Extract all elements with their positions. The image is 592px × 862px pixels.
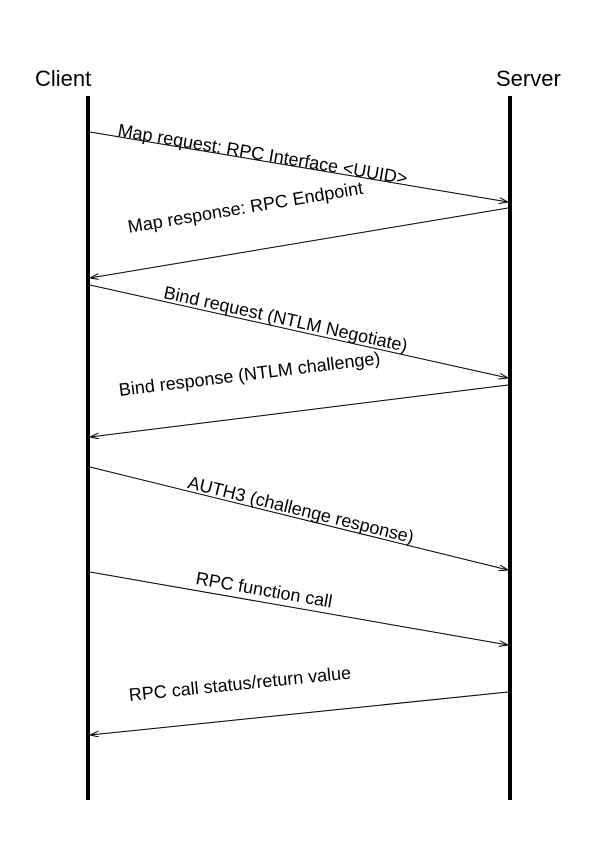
sequence-diagram: Client Server Map request: RPC Interface… [0, 0, 592, 862]
msg6-arrow [90, 572, 508, 645]
arrows-svg [0, 0, 592, 862]
